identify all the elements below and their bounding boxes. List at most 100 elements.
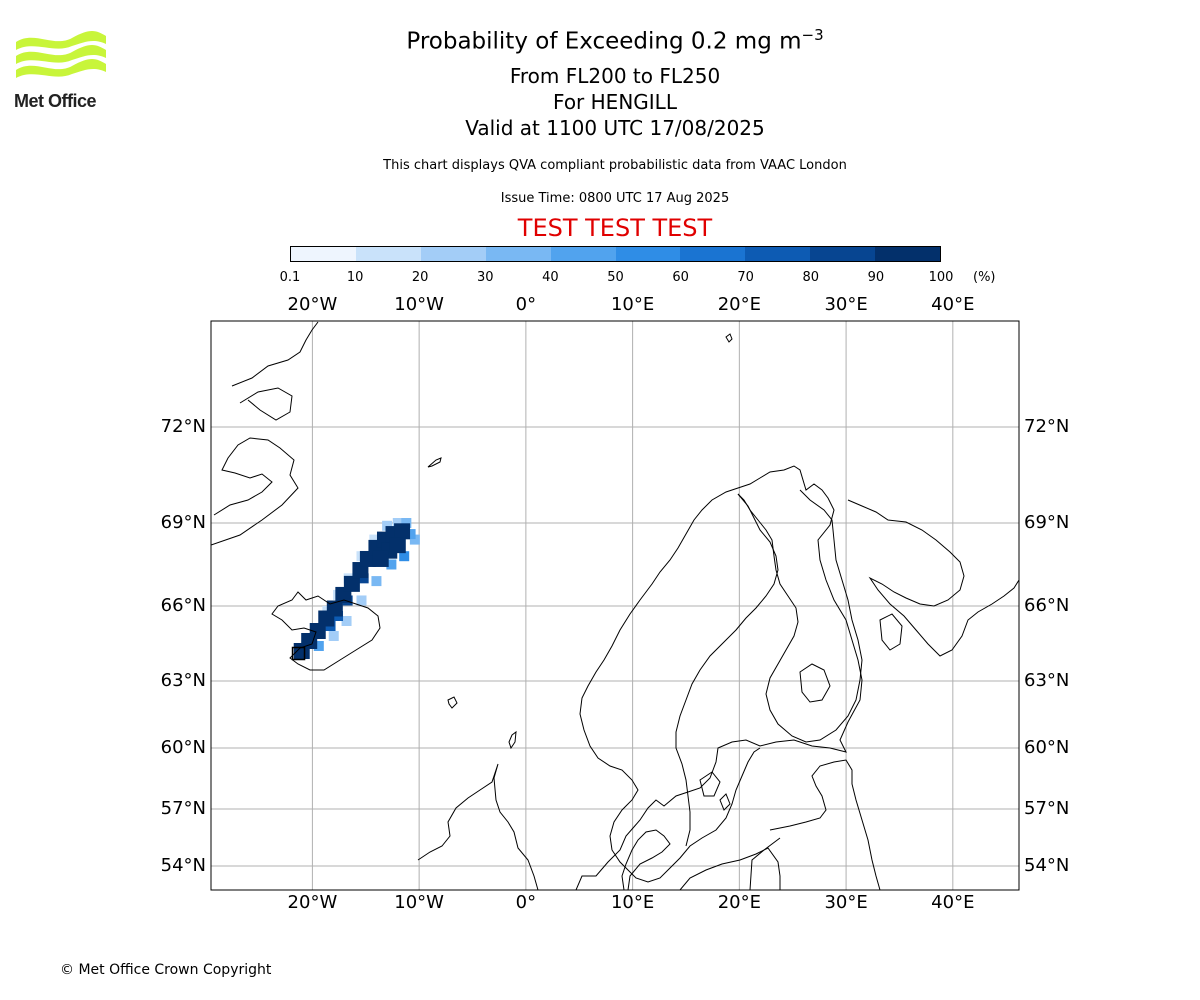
plume-cell (392, 518, 403, 528)
colorbar-segment (875, 247, 941, 261)
colorbar-tick-label: 80 (802, 270, 820, 285)
lon-tick-label-bottom: 10°E (610, 892, 655, 913)
lat-tick-label-left: 72°N (160, 416, 206, 437)
colorbar-segment (810, 247, 876, 261)
plume-cell (333, 589, 344, 600)
colorbar-tick-label: 20 (411, 270, 429, 285)
lat-tick-label-right: 60°N (1024, 737, 1070, 758)
plume-cell (389, 537, 406, 554)
coastline-poland (679, 847, 781, 890)
colorbar-tick-label: 70 (737, 270, 754, 285)
coastline-shetland (508, 730, 517, 750)
plume-cell (318, 610, 335, 627)
colorbar-tick-label: 60 (672, 270, 689, 285)
ash-plume (291, 518, 420, 661)
colorbar-segment (615, 247, 681, 261)
lon-tick-label-top: 40°E (931, 294, 975, 315)
border-finland (737, 489, 863, 743)
plume-cell (309, 623, 326, 639)
chart-description: This chart displays QVA compliant probab… (383, 158, 847, 173)
lat-tick-label-left: 57°N (160, 798, 206, 819)
colorbar-tick-label: 90 (867, 270, 885, 285)
coastline-bear-island (725, 333, 733, 343)
colorbar-segment (291, 247, 356, 261)
colorbar-tick-label: 40 (542, 270, 559, 285)
coastline-jan-mayen (427, 457, 442, 468)
coastline-baltics (749, 759, 881, 890)
plume-cell (386, 559, 397, 570)
lon-tick-label-top: 20°W (287, 294, 338, 315)
flight-level-range: From FL200 to FL250 (509, 64, 721, 88)
lon-tick-label-bottom: 30°E (824, 892, 868, 913)
coastline-gotland (719, 793, 731, 811)
volcano-marker (291, 646, 306, 661)
lon-tick-label-top: 10°E (610, 294, 655, 315)
colorbar-segment (745, 247, 811, 261)
plume-cell (376, 531, 393, 548)
plume-cell (333, 611, 344, 621)
chart-title: Probability of Exceeding 0.2 mg m−3 (0, 26, 1200, 55)
plume-cell (301, 633, 318, 649)
plume-cell (325, 621, 336, 631)
met-office-logo (14, 30, 109, 112)
title-text: Probability of Exceeding 0.2 mg m (406, 28, 802, 55)
met-office-waves-icon (16, 31, 106, 78)
coastline-greenland (211, 321, 319, 546)
copyright-notice: © Met Office Crown Copyright (60, 962, 272, 978)
coastline-britain (417, 763, 539, 890)
lon-tick-label-top: 30°E (824, 294, 868, 315)
plume-cell (335, 586, 352, 603)
colorbar (290, 246, 941, 262)
title-exponent: −3 (801, 26, 824, 44)
lat-tick-label-right: 69°N (1024, 512, 1070, 533)
colorbar-segment (550, 247, 616, 261)
plume-cell (313, 641, 324, 651)
colorbar-segment (420, 247, 486, 261)
lake-ladoga (799, 663, 831, 703)
plume-cell (405, 529, 416, 540)
plume-cell (352, 562, 369, 579)
lon-tick-label-bottom: 40°E (931, 892, 975, 913)
plume-cell (371, 576, 382, 587)
lon-tick-label-top: 0° (515, 294, 537, 315)
lon-tick-label-bottom: 10°W (394, 892, 444, 913)
plume-cell (343, 575, 360, 592)
coastline-denmark (621, 829, 671, 890)
coastlines (211, 321, 1019, 890)
plume-cell (326, 600, 343, 617)
colorbar-tick-label: 50 (607, 270, 624, 285)
plume-cell (293, 643, 310, 659)
colorbar-tick-label: 100 (928, 270, 954, 285)
plume-cell (358, 573, 369, 584)
plume-cell (394, 523, 411, 540)
lat-tick-label-left: 54°N (160, 855, 206, 876)
plume-cell (328, 631, 339, 641)
lon-tick-label-bottom: 20°W (287, 892, 338, 913)
lake-onega (879, 613, 903, 651)
plume-cell (409, 534, 420, 545)
lat-tick-label-left: 60°N (160, 737, 206, 758)
plume-cell (341, 616, 352, 626)
lat-tick-label-left: 63°N (160, 670, 206, 691)
colorbar-tick-label: 30 (477, 270, 494, 285)
coastline-scandinavia (575, 465, 1019, 890)
plume-cell (372, 550, 389, 567)
colorbar-segment (680, 247, 746, 261)
plume-cell (401, 518, 412, 528)
plume-cell (381, 542, 398, 559)
plume-cell (368, 539, 385, 556)
plume-cell (342, 595, 353, 606)
colorbar-segment (355, 247, 421, 261)
plume-cell (356, 551, 367, 562)
lon-tick-label-top: 10°W (394, 294, 444, 315)
colorbar-tick-label: 0.1 (279, 270, 301, 285)
plume-cell (382, 520, 393, 531)
border-sweden-norway (675, 493, 779, 847)
colorbar-segment (485, 247, 551, 261)
logo-text: Met Office (14, 91, 97, 111)
plume-cell (399, 551, 410, 562)
lat-tick-label-left: 69°N (160, 512, 206, 533)
map-frame (210, 320, 1020, 891)
colorbar-tick-label: 10 (346, 270, 364, 285)
